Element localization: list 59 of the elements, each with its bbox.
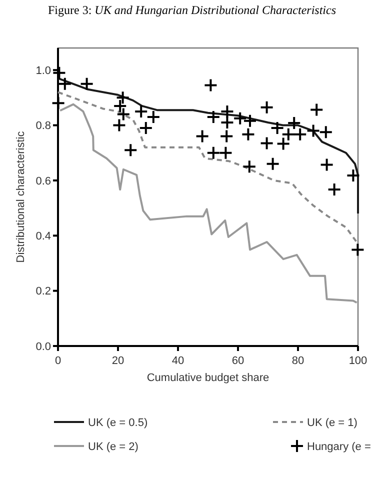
point (204, 78, 218, 92)
point (276, 136, 290, 151)
point (241, 127, 256, 142)
point (195, 129, 210, 144)
point (218, 146, 233, 160)
y-tick-label: 0.4 (36, 230, 51, 242)
y-tick-label: 0.6 (36, 175, 51, 188)
line-series (59, 103, 358, 304)
point (306, 124, 320, 138)
legend-label: UK (e = 0.5) (88, 416, 148, 429)
x-tick-label: 100 (348, 355, 368, 367)
x-tick-label: 80 (292, 355, 304, 367)
point (260, 100, 274, 114)
point (124, 143, 138, 158)
y-axis-title: Distributional characteristic (15, 130, 27, 263)
y-tick-label: 0.0 (36, 340, 51, 353)
point (260, 136, 274, 150)
point (220, 116, 234, 130)
point (243, 114, 257, 128)
point (206, 110, 220, 124)
point (220, 104, 234, 118)
x-tick-label: 40 (172, 355, 184, 367)
line-series (57, 91, 359, 245)
point (350, 242, 365, 257)
y-tick-label: 0.2 (36, 286, 51, 298)
chart-title: Figure 3: UK and Hungarian Distributional Characteristics (48, 3, 336, 17)
x-tick-label: 0 (54, 355, 62, 367)
point (58, 76, 72, 91)
point (318, 125, 333, 140)
point (138, 121, 153, 136)
point (220, 129, 234, 144)
point (206, 146, 220, 160)
point (270, 121, 284, 136)
point (116, 90, 130, 105)
line-series (57, 77, 359, 215)
point (233, 111, 248, 126)
point (134, 104, 148, 118)
point (112, 118, 126, 132)
legend-label: UK (e = 2) (88, 440, 138, 453)
point (146, 110, 160, 124)
point (266, 156, 280, 171)
y-tick-label: 1.0 (36, 64, 51, 77)
x-axis-title: Cumulative budget share (146, 372, 270, 384)
x-tick-label: 60 (232, 355, 244, 367)
x-tick-label: 20 (112, 355, 124, 367)
point (281, 127, 296, 142)
point (80, 76, 94, 91)
point (310, 102, 324, 117)
point (346, 168, 360, 182)
legend-label: Hungary (e = (307, 440, 371, 453)
point (242, 160, 256, 174)
legend-label: UK (e = 1) (307, 416, 358, 429)
point (52, 66, 66, 80)
point (293, 127, 308, 142)
point (320, 158, 334, 172)
point (287, 116, 302, 130)
y-tick-label: 0.8 (36, 120, 51, 132)
point (51, 96, 66, 110)
point (327, 182, 342, 197)
